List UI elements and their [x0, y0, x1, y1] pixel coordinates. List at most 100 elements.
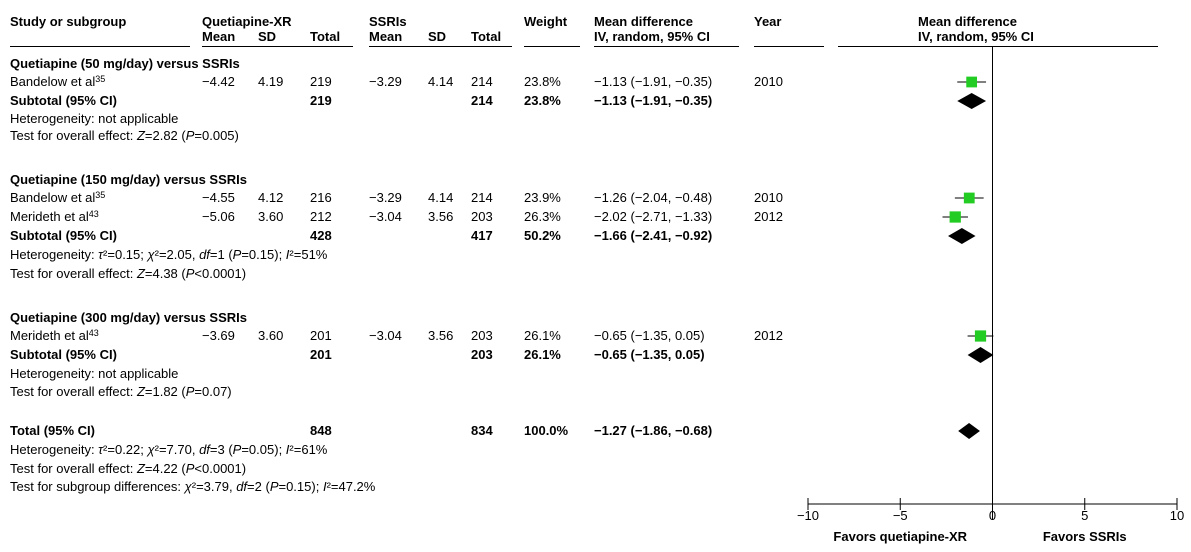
ssri-sd: 4.14: [428, 74, 454, 89]
weight-value: 23.8%: [524, 74, 561, 89]
weight-value: 26.1%: [524, 328, 561, 343]
header-mean1: Mean: [202, 29, 236, 44]
quetiapine-total: 428: [310, 228, 332, 243]
quetiapine-total: 848: [310, 423, 332, 438]
x-tick-label: −10: [797, 508, 819, 523]
pooled-estimate-diamond: [948, 228, 976, 244]
header-rule: [754, 46, 824, 47]
study-year: 2010: [754, 190, 783, 205]
header-total1: Total: [310, 29, 341, 44]
ssri-total: 417: [471, 228, 493, 243]
study-year: 2010: [754, 74, 783, 89]
header-group2: SSRIs: [369, 14, 407, 29]
header-rule: [10, 46, 190, 47]
favors-right-label: Favors SSRIs: [1043, 529, 1127, 544]
header-year: Year: [754, 14, 782, 29]
statistics-note: Heterogeneity: τ²=0.22; χ²=7.70, df=3 (P…: [10, 442, 328, 457]
statistics-note: Test for subgroup differences: χ²=3.79, …: [10, 479, 376, 494]
study-reference: 43: [88, 209, 99, 219]
statistics-note: Test for overall effect: Z=4.22 (P<0.000…: [10, 461, 247, 476]
header-total2: Total: [471, 29, 502, 44]
weight-value: 26.1%: [524, 347, 561, 362]
ssri-total: 214: [471, 190, 493, 205]
quetiapine-mean: −4.42: [202, 74, 235, 89]
quetiapine-mean: −4.55: [202, 190, 235, 205]
ssri-sd: 3.56: [428, 209, 454, 224]
study-reference: 35: [95, 74, 106, 84]
header-rule: [524, 46, 580, 47]
header-sd1: SD: [258, 29, 277, 44]
header-mean2: Mean: [369, 29, 403, 44]
statistics-note: Test for overall effect: Z=2.82 (P=0.005…: [10, 128, 239, 143]
header-sd2: SD: [428, 29, 447, 44]
study-name: Merideth et al43: [10, 209, 99, 224]
quetiapine-total: 219: [310, 93, 332, 108]
mean-difference-ci: −1.13 (−1.91, −0.35): [594, 74, 713, 89]
quetiapine-sd: 4.19: [258, 74, 284, 89]
ssri-total: 203: [471, 209, 493, 224]
weight-value: 23.8%: [524, 93, 561, 108]
quetiapine-mean: −5.06: [202, 209, 235, 224]
study-point-estimate: [966, 76, 978, 88]
study-name: Bandelow et al35: [10, 74, 106, 89]
quetiapine-total: 212: [310, 209, 332, 224]
ssri-total: 203: [471, 347, 493, 362]
weight-value: 26.3%: [524, 209, 561, 224]
ssri-total: 214: [471, 93, 493, 108]
pooled-estimate-diamond: [958, 423, 980, 439]
subtotal-label: Subtotal (95% CI): [10, 93, 117, 108]
quetiapine-total: 201: [310, 328, 332, 343]
pooled-estimate-diamond: [967, 347, 994, 363]
study-name: Bandelow et al35: [10, 190, 106, 205]
quetiapine-total: 201: [310, 347, 332, 362]
ssri-mean: −3.04: [369, 209, 402, 224]
study-point-estimate: [963, 192, 975, 204]
subtotal-label: Subtotal (95% CI): [10, 347, 117, 362]
study-reference: 43: [88, 328, 99, 338]
statistics-note: Heterogeneity: not applicable: [10, 111, 179, 126]
ssri-sd: 3.56: [428, 328, 454, 343]
subgroup-heading: Quetiapine (300 mg/day) versus SSRIs: [10, 310, 247, 325]
header-study: Study or subgroup: [10, 14, 127, 29]
statistics-note: Test for overall effect: Z=1.82 (P=0.07): [10, 384, 232, 399]
header-md: Mean difference: [594, 14, 693, 29]
header-rule: [202, 46, 353, 47]
study-point-estimate: [949, 211, 961, 223]
subtotal-label: Subtotal (95% CI): [10, 228, 117, 243]
x-tick-label: 5: [1081, 508, 1088, 523]
header-md-method: IV, random, 95% CI: [594, 29, 710, 44]
subgroup-heading: Quetiapine (50 mg/day) versus SSRIs: [10, 56, 240, 71]
x-tick-label: 0: [989, 508, 996, 523]
x-tick-label: 10: [1170, 508, 1184, 523]
quetiapine-total: 219: [310, 74, 332, 89]
study-year: 2012: [754, 328, 783, 343]
ssri-mean: −3.29: [369, 74, 402, 89]
header-plot-md: Mean difference: [918, 14, 1017, 29]
subtotal-label: Total (95% CI): [10, 423, 95, 438]
mean-difference-ci: −0.65 (−1.35, 0.05): [594, 328, 705, 343]
header-rule: [594, 46, 739, 47]
mean-difference-ci: −1.13 (−1.91, −0.35): [594, 93, 713, 108]
study-point-estimate: [974, 330, 987, 342]
study-reference: 35: [95, 190, 106, 200]
statistics-note: Test for overall effect: Z=4.38 (P<0.000…: [10, 266, 247, 281]
ssri-mean: −3.04: [369, 328, 402, 343]
study-name: Merideth et al43: [10, 328, 99, 343]
header-rule: [369, 46, 512, 47]
mean-difference-ci: −1.27 (−1.86, −0.68): [594, 423, 713, 438]
ssri-sd: 4.14: [428, 190, 454, 205]
weight-value: 50.2%: [524, 228, 561, 243]
header-group1: Quetiapine-XR: [202, 14, 292, 29]
quetiapine-mean: −3.69: [202, 328, 235, 343]
ssri-total: 834: [471, 423, 493, 438]
weight-value: 100.0%: [524, 423, 569, 438]
quetiapine-sd: 3.60: [258, 328, 284, 343]
header-weight: Weight: [524, 14, 568, 29]
header-plot-method: IV, random, 95% CI: [918, 29, 1034, 44]
mean-difference-ci: −1.26 (−2.04, −0.48): [594, 190, 713, 205]
statistics-note: Heterogeneity: τ²=0.15; χ²=2.05, df=1 (P…: [10, 247, 328, 262]
quetiapine-sd: 3.60: [258, 209, 284, 224]
mean-difference-ci: −2.02 (−2.71, −1.33): [594, 209, 713, 224]
quetiapine-sd: 4.12: [258, 190, 284, 205]
ssri-total: 203: [471, 328, 493, 343]
